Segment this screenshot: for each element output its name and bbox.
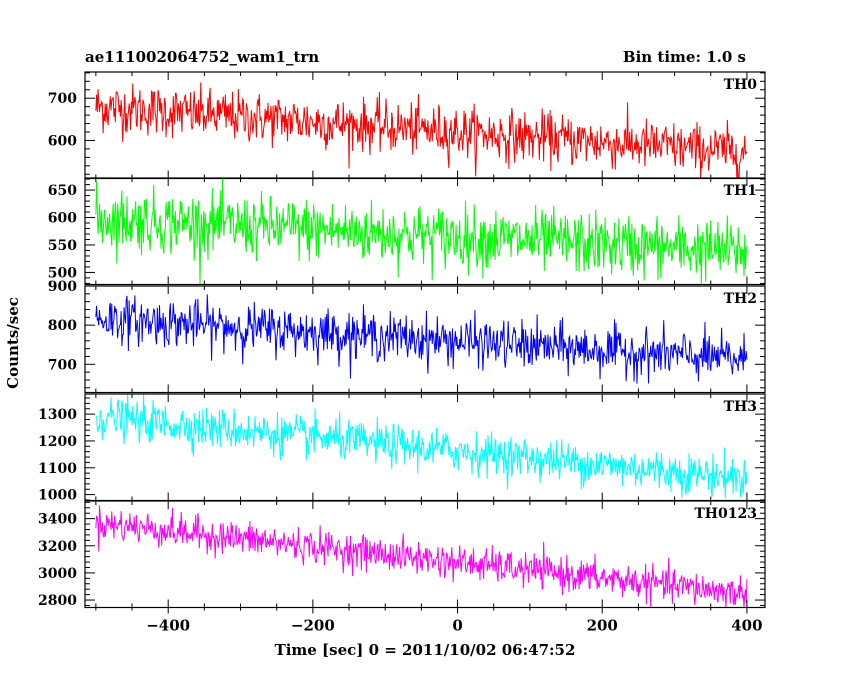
- y-tick-label: 1200: [38, 434, 77, 450]
- panel-frame: [84, 393, 766, 502]
- y-tick-label: 500: [48, 265, 77, 281]
- y-tick-label: 600: [48, 133, 77, 149]
- y-tick-label: 3400: [38, 512, 77, 528]
- panel-label: TH2: [724, 291, 757, 307]
- panel-frame: [84, 177, 766, 286]
- x-tick-label: −400: [146, 617, 190, 635]
- y-tick-label: 700: [48, 91, 77, 107]
- panel-label: TH0: [724, 77, 758, 93]
- y-tick-label: 3000: [38, 566, 77, 582]
- panel-label: TH3: [724, 399, 757, 415]
- y-tick-label: 900: [48, 279, 77, 295]
- x-tick-label: 0: [452, 617, 462, 635]
- y-tick-label: 700: [48, 357, 77, 373]
- chart-subtitle: Bin time: 1.0 s: [623, 48, 746, 66]
- y-tick-label: 3200: [38, 539, 77, 555]
- panels-group: 600 700 TH0 500 550 600 650 TH1 700 800 900 TH2 1000…: [38, 71, 766, 609]
- y-tick-label: 2800: [38, 593, 77, 609]
- x-tick-label: 400: [731, 617, 762, 635]
- y-axis-label: Counts/sec: [4, 297, 22, 389]
- panel-frame: [84, 500, 766, 609]
- series-line-th2: [95, 294, 748, 384]
- x-tick-label: 200: [587, 617, 618, 635]
- panel-th0123: 2800 3000 3200 3400 TH0123: [38, 500, 766, 609]
- panel-frame: [84, 285, 766, 394]
- y-tick-label: 800: [48, 318, 77, 334]
- y-tick-label: 600: [48, 211, 77, 227]
- series-line-th3: [95, 394, 748, 499]
- x-axis-label: Time [sec] 0 = 2011/10/02 06:47:52: [275, 641, 576, 659]
- y-tick-label: 1100: [38, 461, 77, 477]
- chart-title: ae111002064752_wam1_trn: [85, 48, 319, 66]
- x-axis: −400 −200 0 200 400: [95, 607, 763, 635]
- y-tick-label: 550: [48, 238, 77, 254]
- x-tick-label: −200: [291, 617, 335, 635]
- panel-label: TH1: [724, 183, 757, 199]
- series-line-th1: [95, 177, 748, 285]
- panel-th0: 600 700 TH0: [48, 71, 766, 180]
- panel-th1: 500 550 600 650 TH1: [48, 177, 766, 286]
- panel-label: TH0123: [694, 506, 757, 522]
- y-tick-label: 1300: [38, 407, 77, 423]
- panel-th2: 700 800 900 TH2: [48, 279, 766, 394]
- series-line-th0123: [95, 505, 748, 608]
- panel-th3: 1000 1100 1200 1300 TH3: [38, 393, 766, 504]
- y-tick-label: 650: [48, 183, 77, 199]
- series-line-th0: [95, 82, 748, 179]
- y-tick-label: 1000: [38, 488, 77, 504]
